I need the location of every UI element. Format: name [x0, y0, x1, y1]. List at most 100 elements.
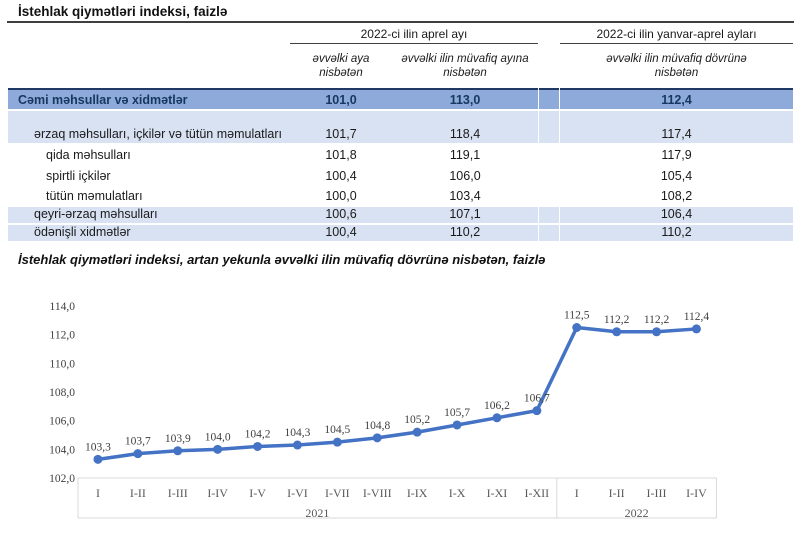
point-label: 112,2: [604, 314, 630, 326]
point-label: 103,7: [125, 436, 151, 448]
table-row: ödənişli xidmətlər 100,4 110,2 110,2: [8, 225, 793, 241]
row-value: 119,1: [449, 148, 481, 162]
series-line: [96, 325, 699, 462]
point-label: 112,2: [644, 314, 670, 326]
y-tick-label: 102,0: [49, 473, 75, 485]
year-label: 2021: [305, 506, 329, 520]
point-label: 103,9: [165, 433, 191, 445]
table-row: qida məhsulları 101,8 119,1 117,9: [8, 145, 793, 164]
table-row: spirtli içkilər 100,4 106,0 105,4: [8, 166, 793, 185]
x-tick-label: I-II: [130, 486, 146, 500]
data-point: [213, 444, 223, 454]
row-spacer: [538, 221, 560, 223]
column-seam: [559, 88, 560, 241]
data-point: [691, 324, 701, 334]
x-tick-label: I-IV: [686, 486, 707, 500]
row-value: 101,8: [325, 148, 357, 162]
row-value: 100,4: [325, 225, 357, 239]
row-value: 100,4: [325, 169, 357, 183]
col-header-prev-year-period-label: əvvəlki ilin müvafiq dövrünə nisbətən: [606, 52, 747, 79]
data-point: [452, 420, 462, 430]
row-value: 112,4: [661, 93, 692, 107]
row-value: 118,4: [449, 127, 481, 141]
year-label: 2022: [625, 506, 649, 520]
x-axis-box: [77, 477, 717, 519]
y-tick-label: 112,0: [50, 330, 76, 342]
table-body: Cəmi məhsullar və xidmətlər 101,0 113,0 112…: [8, 88, 793, 241]
data-point: [173, 446, 183, 456]
chart-title: İstehlak qiymətləri indeksi, artan yekun…: [18, 252, 546, 267]
data-point: [372, 433, 382, 443]
y-tick-label: 106,0: [49, 416, 75, 428]
x-tick-label: I: [575, 486, 579, 500]
point-label: 104,5: [324, 424, 350, 436]
col-group-april: 2022-ci ilin aprel ayı: [290, 24, 538, 44]
table-row: ərzaq məhsulları, içkilər və tütün məmul…: [8, 111, 793, 143]
point-label: 106,2: [484, 400, 510, 412]
row-spacer: [538, 239, 560, 241]
x-tick-label: I-IV: [207, 486, 228, 500]
x-tick-label: I-VIII: [363, 486, 392, 500]
cpi-table: 2022-ci ilin aprel ayı 2022-ci ilin yanv…: [8, 24, 793, 243]
row-spacer: [538, 183, 560, 185]
column-seam: [538, 88, 539, 241]
point-label: 112,5: [564, 310, 590, 322]
data-point: [492, 413, 502, 423]
row-label: ərzaq məhsulları, içkilər və tütün məmul…: [34, 127, 283, 141]
x-tick-label: I-IX: [407, 486, 428, 500]
y-tick-label: 104,0: [49, 444, 75, 456]
row-value: 100,6: [325, 207, 357, 221]
data-point: [292, 440, 302, 450]
row-value: 117,4: [661, 127, 692, 141]
subheader-spacer: [538, 44, 560, 88]
row-value: 110,2: [661, 225, 692, 239]
row-label: qida məhsulları: [46, 148, 131, 162]
point-label: 106,7: [524, 393, 550, 405]
x-tick-label: I-XI: [487, 486, 508, 500]
col-header-cell: əvvəlki aya nisbətən: [290, 44, 392, 88]
data-point: [412, 427, 422, 437]
row-value: 103,4: [449, 189, 481, 203]
page-title: İstehlak qiymətləri indeksi, faizlə: [18, 4, 228, 19]
x-tick-label: I-XII: [525, 486, 550, 500]
row-value: 108,2: [660, 189, 693, 203]
col-group-jan-apr: 2022-ci ilin yanvar-aprel ayları: [560, 24, 793, 44]
row-value: 110,2: [449, 225, 481, 239]
x-tick-label: I: [96, 486, 100, 500]
table-group-header-row: 2022-ci ilin aprel ayı 2022-ci ilin yanv…: [8, 24, 793, 44]
x-tick-label: I-III: [168, 486, 188, 500]
y-tick-label: 110,0: [50, 358, 76, 370]
col-header-cell: əvvəlki ilin müvafiq ayına nisbətən: [392, 44, 538, 88]
point-label: 103,3: [85, 441, 111, 453]
y-tick-label: 108,0: [49, 387, 75, 399]
point-label: 112,4: [684, 311, 710, 323]
data-point: [532, 406, 542, 416]
row-label: ödənişli xidmətlər: [34, 225, 131, 239]
row-spacer: [538, 141, 560, 143]
point-label: 105,2: [404, 414, 430, 426]
row-value: 101,7: [325, 127, 357, 141]
point-label: 105,7: [444, 407, 470, 419]
row-value: 106,0: [449, 169, 481, 183]
row-spacer: [538, 203, 560, 205]
row-label: Cəmi məhsullar və xidmətlər: [18, 93, 188, 107]
point-label: 104,0: [205, 431, 231, 443]
row-label: tütün məmulatları: [46, 189, 143, 203]
data-point: [572, 323, 582, 332]
data-point: [652, 327, 662, 337]
table-row: Cəmi məhsullar və xidmətlər 101,0 113,0 112…: [8, 88, 793, 109]
x-tick-label: I-V: [249, 486, 266, 500]
col-header-prev-year-month: əvvəlki ilin müvafiq ayına nisbətən: [401, 52, 529, 79]
row-value: 107,1: [449, 207, 481, 221]
row-value: 105,4: [660, 169, 693, 183]
row-spacer: [538, 107, 560, 109]
point-label: 104,3: [285, 427, 311, 439]
table-subheader-row: əvvəlki aya nisbətən əvvəlki ilin müvafi…: [8, 44, 793, 88]
col-header-prev-year-period: əvvəlki ilin müvafiq dövrünə nisbətən: [560, 44, 793, 88]
x-tick-label: I-VI: [287, 486, 308, 500]
data-point: [332, 437, 342, 447]
data-point: [93, 454, 103, 464]
y-tick-label: 114,0: [50, 301, 76, 313]
data-point: [612, 327, 622, 337]
point-label: 104,8: [364, 420, 390, 432]
